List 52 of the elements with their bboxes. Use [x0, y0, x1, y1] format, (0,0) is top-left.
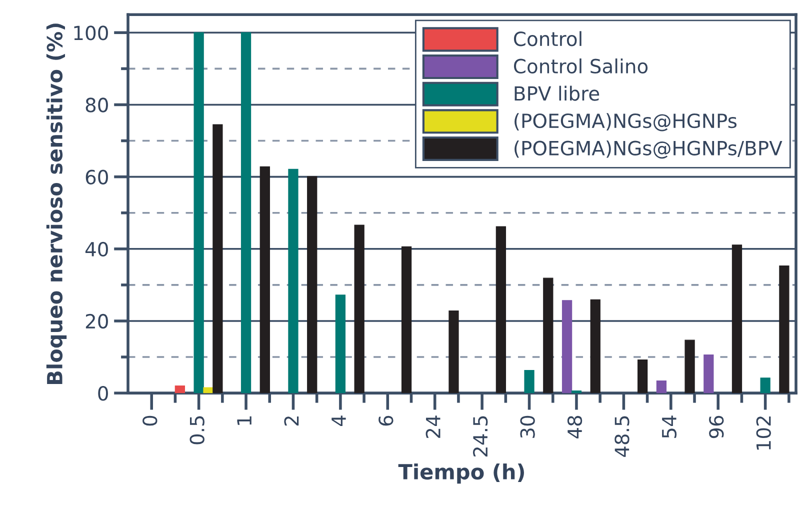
bar	[760, 378, 770, 394]
bar	[174, 386, 185, 394]
bar	[194, 32, 204, 394]
y-tick-label: 80	[86, 98, 108, 112]
bar	[240, 32, 252, 394]
x-tick-label: 102	[756, 416, 771, 450]
legend-label: BPV libre	[514, 86, 600, 101]
bar	[335, 294, 346, 394]
y-tick-label: 60	[86, 170, 108, 184]
bar	[704, 354, 714, 394]
y-axis-title: Bloqueo nervioso sensitivo (%)	[46, 24, 67, 384]
bar	[638, 360, 648, 394]
x-tick-label: 96	[709, 416, 724, 438]
legend-label: Control	[514, 31, 582, 46]
bar	[562, 300, 572, 394]
x-tick-label: 0.5	[190, 416, 204, 444]
bar	[260, 166, 270, 394]
bar	[684, 340, 695, 394]
bar	[401, 246, 412, 394]
bar	[571, 390, 582, 394]
x-tick-label: 54	[662, 416, 677, 438]
bar	[496, 226, 506, 394]
bar	[656, 380, 667, 394]
legend-label: (POEGMA)NGs@HGNPs/BPV	[514, 140, 782, 159]
x-tick-label: 2	[284, 416, 299, 426]
y-tick-label: 100	[74, 26, 108, 40]
x-tick-label: 30	[520, 416, 535, 438]
x-tick-label: 48.5	[614, 416, 630, 457]
legend-label: Control Salino	[514, 58, 648, 74]
bar	[203, 387, 214, 394]
bar	[307, 176, 318, 394]
bar	[524, 370, 534, 394]
y-tick-label: 40	[85, 242, 108, 257]
y-tick-label: 0	[98, 386, 108, 401]
bar	[779, 265, 790, 394]
x-tick-label: 4	[332, 416, 346, 426]
y-tick-label: 20	[86, 314, 108, 329]
bar	[448, 310, 459, 394]
x-tick-label: 6	[378, 416, 394, 426]
x-tick-label: 1	[237, 416, 252, 425]
x-tick-label: 0	[142, 416, 158, 426]
bar	[590, 299, 600, 394]
x-axis-title: Tiempo (h)	[398, 463, 524, 484]
x-tick-label: 48	[567, 416, 582, 438]
bar	[732, 244, 742, 394]
x-tick-label: 24.5	[473, 416, 488, 456]
bar	[354, 224, 364, 394]
legend-label: (POEGMA)NGs@HGNPs	[514, 113, 737, 132]
bar	[212, 124, 223, 394]
x-tick-label: 24	[426, 416, 440, 438]
bar	[543, 278, 554, 394]
bar	[288, 168, 298, 394]
